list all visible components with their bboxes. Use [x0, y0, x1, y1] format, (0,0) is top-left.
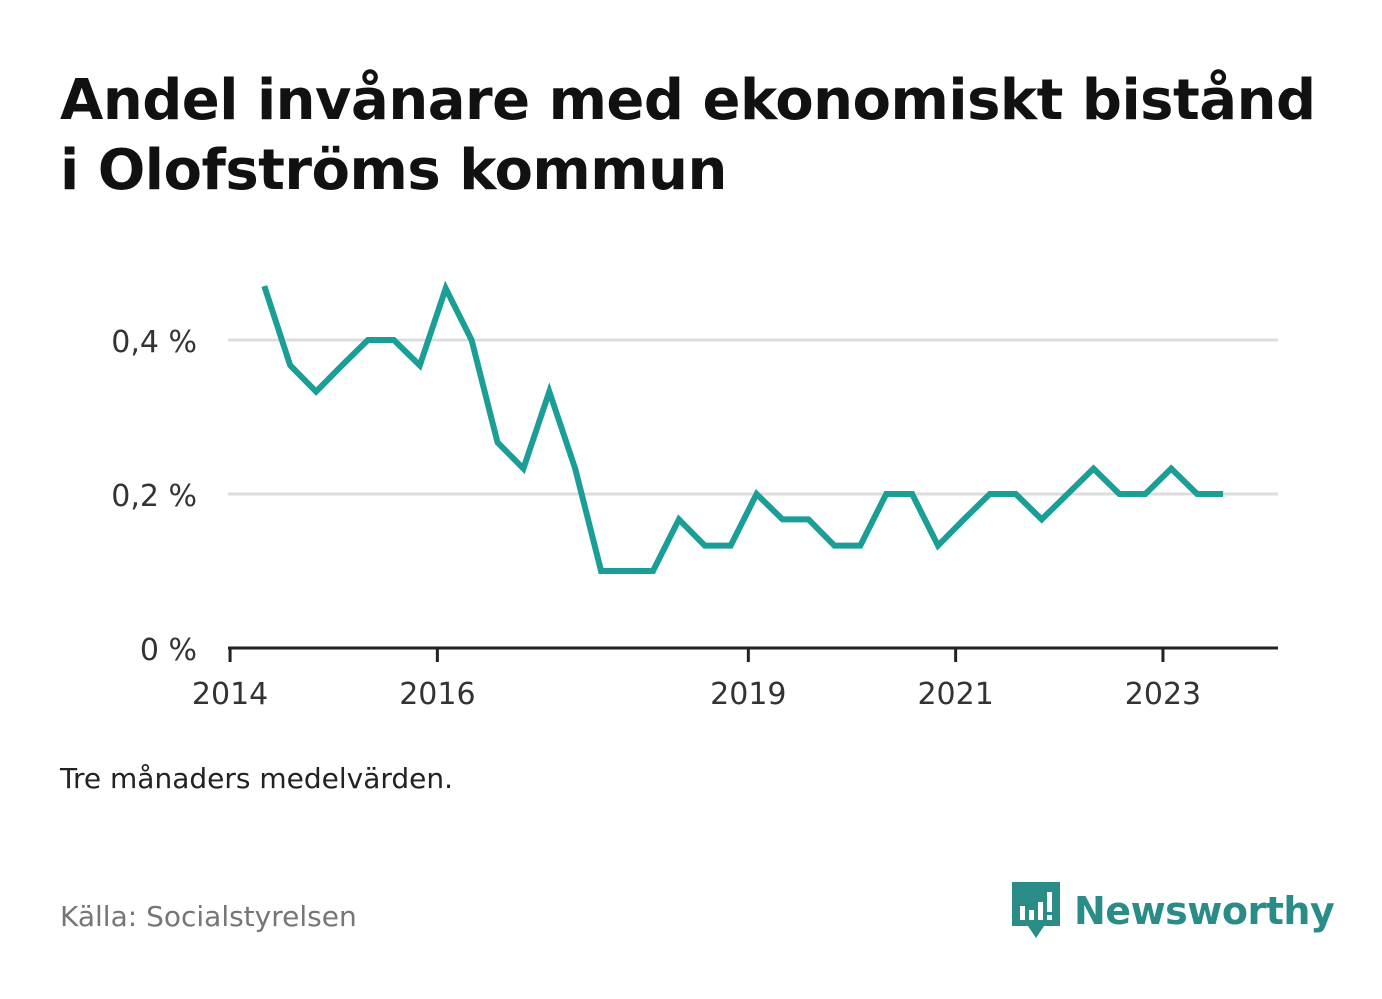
x-tick-label: 2021 [917, 677, 993, 712]
grid-lines [228, 338, 1278, 496]
series-line [261, 280, 1224, 574]
chart-title: Andel invånare med ekonomiskt bistånd i … [60, 68, 1316, 203]
brand-name: Newsworthy [1074, 889, 1335, 933]
x-axis: 2014 2016 2019 2021 2023 [192, 646, 1278, 712]
x-tick-label: 2023 [1125, 677, 1201, 712]
brand-logo: Newsworthy [1010, 880, 1335, 942]
newsworthy-logo-icon [1012, 882, 1060, 938]
y-tick-label: 0,2 % [111, 479, 197, 514]
y-tick-label: 0 % [140, 633, 197, 668]
line-chart: 0 % 0,2 % 0,4 % 2014 2016 2019 2021 2023 [111, 280, 1278, 712]
x-tick-label: 2014 [192, 677, 268, 712]
y-axis-ticks: 0 % 0,2 % 0,4 % [111, 325, 197, 668]
y-tick-label: 0,4 % [111, 325, 197, 360]
x-tick-label: 2019 [710, 677, 786, 712]
series-layer [261, 280, 1224, 574]
x-tick-label: 2016 [399, 677, 475, 712]
chart-note: Tre månaders medelvärden. [60, 762, 454, 795]
source-credit: Källa: Socialstyrelsen [60, 900, 357, 933]
